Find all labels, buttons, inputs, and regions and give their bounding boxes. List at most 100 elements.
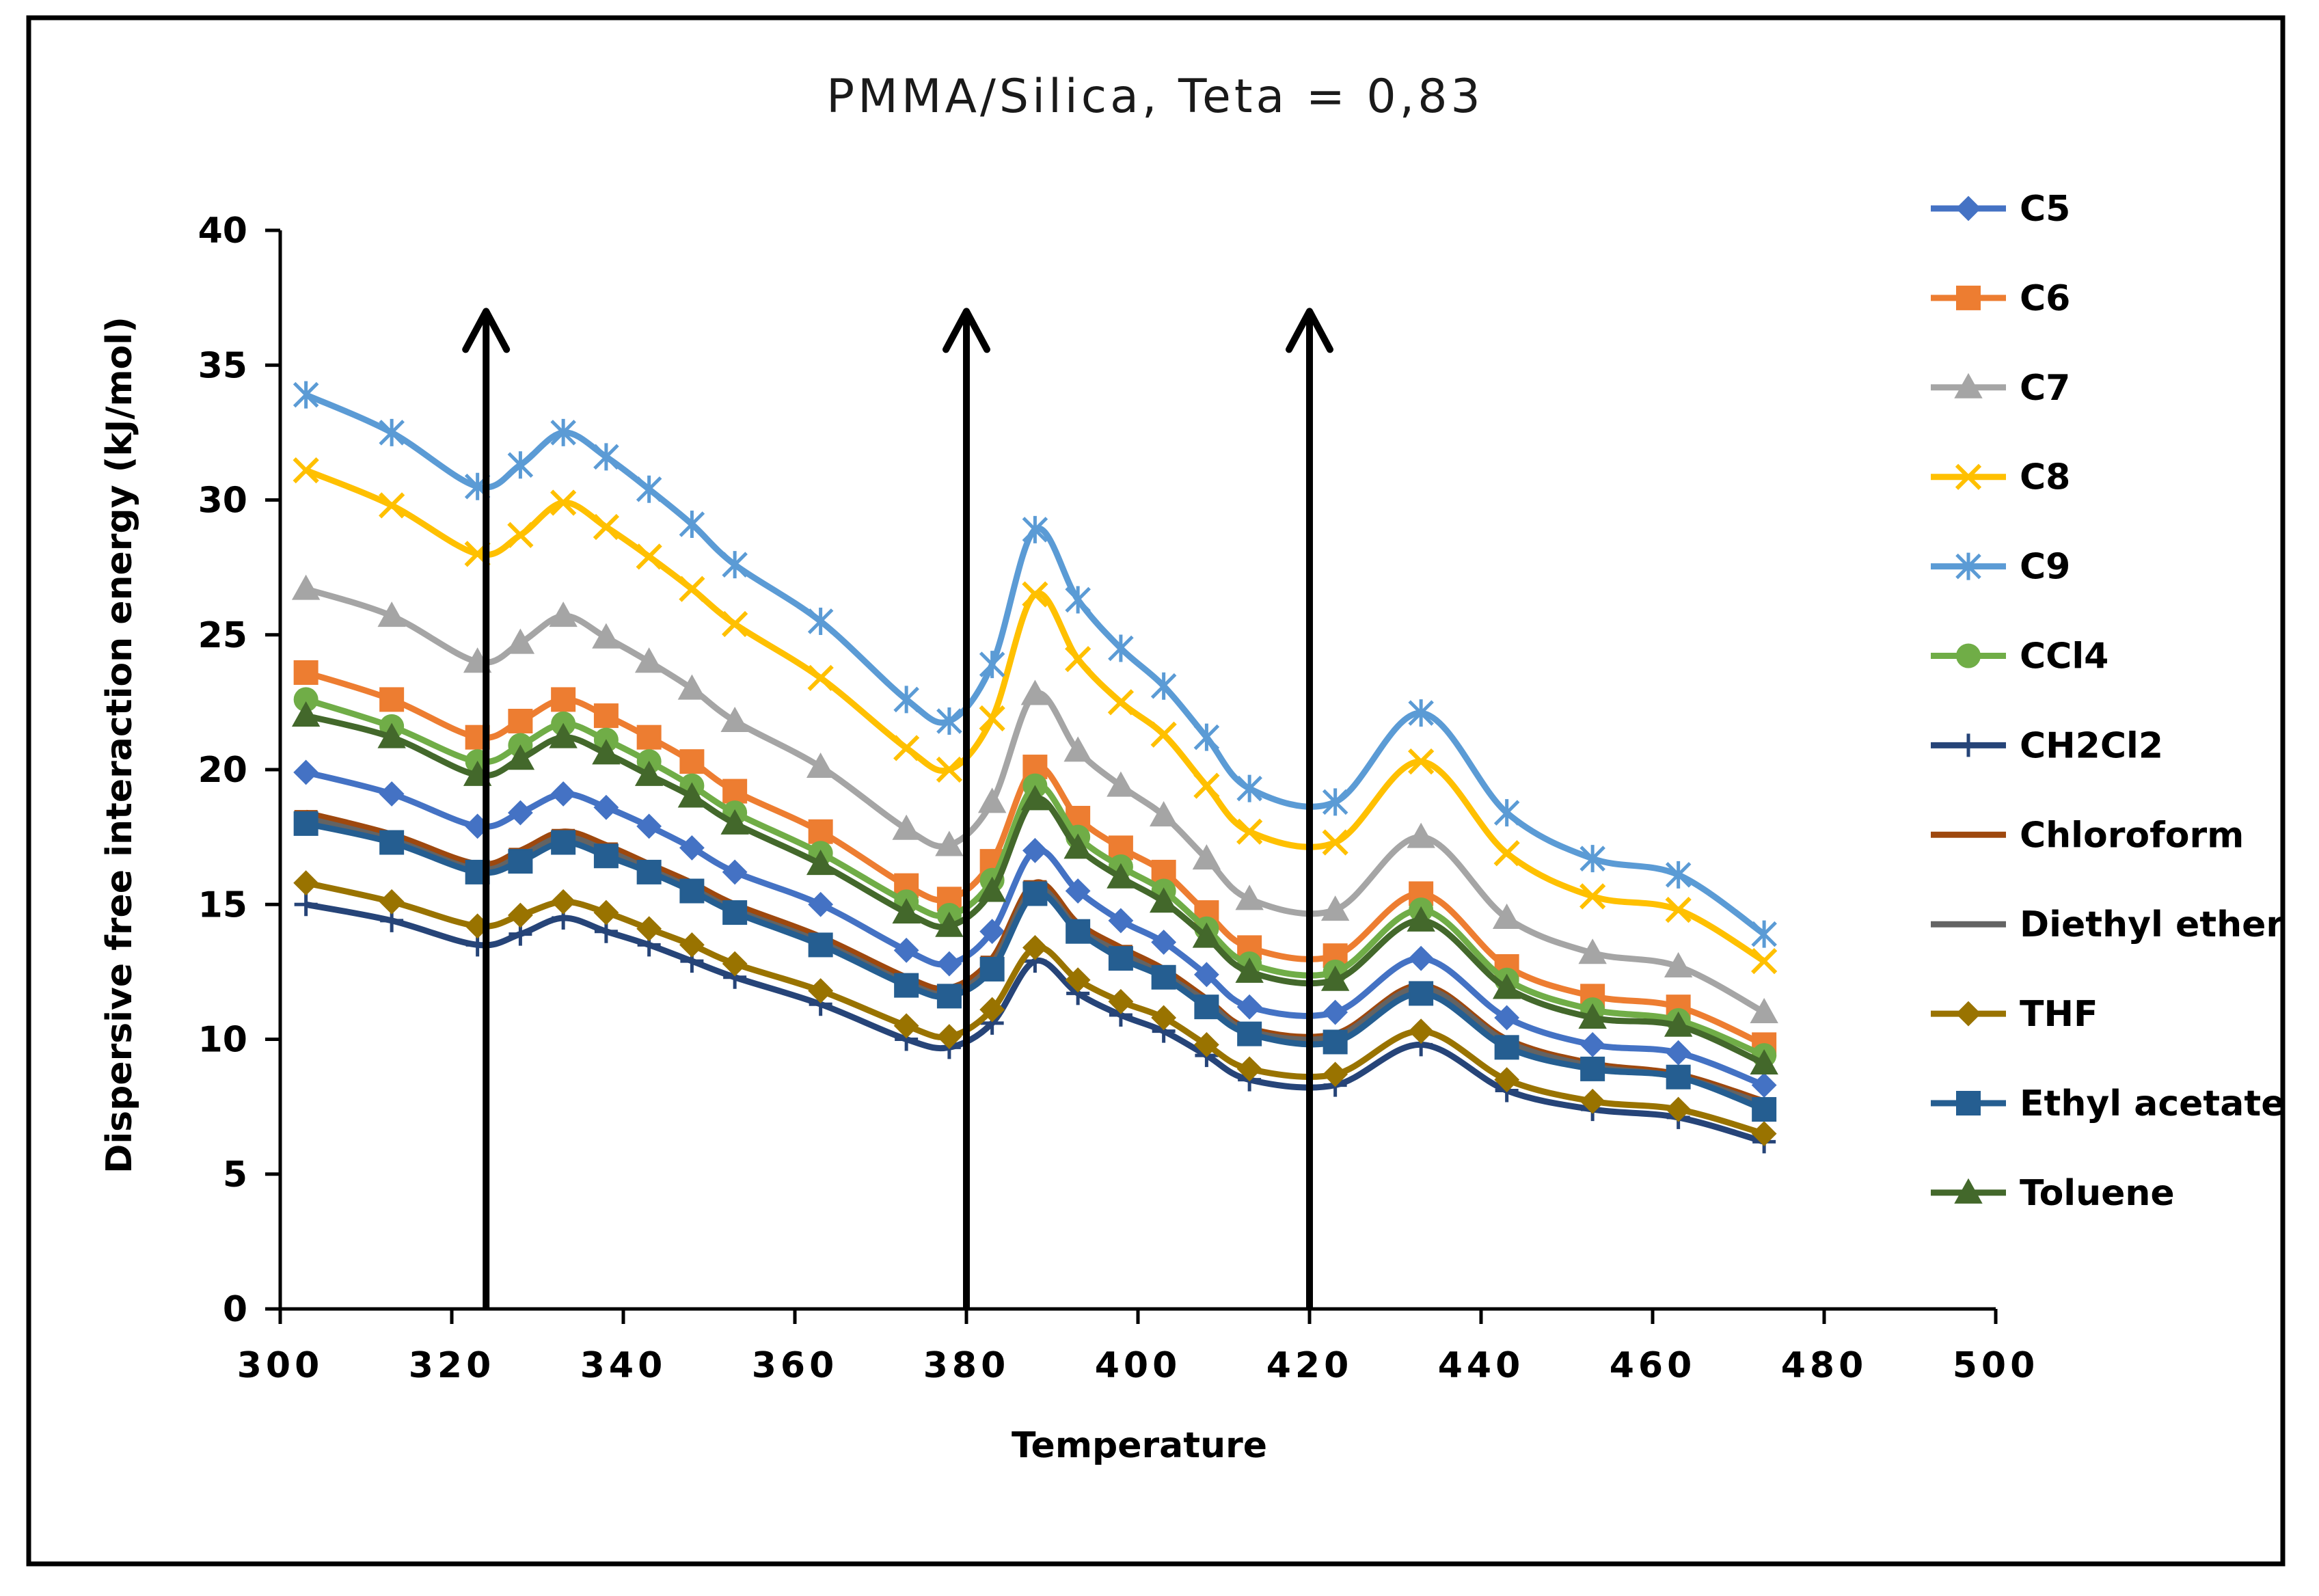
axes-layer	[265, 228, 1998, 1324]
data-point	[1065, 586, 1091, 614]
legend-label: Chloroform	[2020, 815, 2244, 856]
x-tick-label: 360	[752, 1345, 839, 1386]
data-point	[508, 849, 533, 874]
data-point	[893, 937, 919, 963]
legend-swatch-marker	[1954, 1178, 1983, 1204]
data-point	[291, 574, 321, 600]
data-point	[1022, 881, 1048, 906]
data-point	[893, 1013, 919, 1039]
data-point	[1578, 938, 1607, 964]
data-point	[636, 813, 662, 839]
data-point	[807, 664, 834, 691]
data-point	[679, 932, 705, 958]
data-point	[1408, 945, 1434, 971]
data-point	[936, 707, 962, 735]
x-tick-label: 340	[580, 1345, 667, 1386]
data-point	[1108, 946, 1133, 971]
data-point	[1235, 957, 1264, 983]
data-point	[936, 951, 962, 977]
legend-swatch-marker	[1957, 921, 1980, 928]
data-point	[808, 932, 833, 958]
y-tick-label: 15	[198, 884, 247, 925]
legend-item: Diethyl ether	[1931, 904, 2283, 945]
y-tick-label: 25	[198, 615, 247, 656]
data-point	[1752, 1097, 1777, 1122]
data-point	[634, 647, 664, 673]
legend-item: C6	[1931, 278, 2070, 319]
x-tick-label: 420	[1266, 1345, 1353, 1386]
chart-title: PMMA/Silica, Teta = 0,83	[826, 70, 1484, 124]
data-point	[1108, 634, 1134, 662]
data-point	[550, 781, 576, 807]
legend: C5 C6 C7 C8 C9 CCl4 CH2Cl2 Chloroform Diethyl et…	[1931, 189, 2285, 1214]
data-point	[1665, 897, 1692, 923]
legend-label: Ethyl acetate	[2020, 1083, 2285, 1124]
data-point	[1750, 998, 1778, 1024]
data-point	[720, 706, 749, 732]
data-point	[1579, 1088, 1605, 1114]
data-point	[1323, 1029, 1348, 1055]
data-point	[1320, 895, 1350, 921]
legend-swatch-marker	[1957, 733, 1980, 757]
data-point	[1022, 837, 1048, 863]
legend-item: Chloroform	[1931, 815, 2244, 856]
legend-swatch-marker	[1955, 463, 1982, 490]
data-point	[1151, 930, 1177, 955]
legend-item: C7	[1931, 368, 2070, 409]
data-point	[1322, 788, 1348, 816]
data-point	[1193, 723, 1220, 751]
data-point	[979, 997, 1005, 1023]
x-tick-label: 380	[923, 1345, 1010, 1386]
data-point	[506, 628, 535, 654]
legend-item: CCl4	[1931, 636, 2108, 677]
data-point	[1323, 999, 1348, 1025]
data-point	[1192, 922, 1221, 948]
y-tick-label: 20	[198, 750, 247, 791]
data-point	[936, 756, 963, 783]
data-point	[677, 674, 707, 700]
data-point	[550, 418, 576, 446]
legend-item: C8	[1931, 457, 2070, 498]
data-point	[1020, 679, 1050, 705]
legend-item: Toluene	[1931, 1173, 2175, 1214]
data-point	[636, 543, 662, 570]
data-point	[892, 814, 921, 840]
data-point	[1408, 1018, 1434, 1044]
legend-item: CH2Cl2	[1931, 725, 2163, 766]
data-point	[892, 898, 921, 924]
data-point	[679, 511, 705, 539]
data-point	[1578, 1003, 1607, 1029]
x-tick-label: 480	[1781, 1345, 1868, 1386]
legend-swatch-marker	[1956, 1091, 1981, 1115]
arrow-head	[1286, 308, 1333, 353]
data-point	[593, 443, 619, 471]
data-point	[935, 830, 964, 856]
annotation-arrow	[1286, 308, 1333, 1309]
data-point	[806, 850, 835, 876]
data-point	[1580, 1056, 1605, 1081]
x-axis-label: Temperature	[1012, 1425, 1267, 1466]
data-point	[1151, 1005, 1177, 1031]
data-point	[1193, 772, 1220, 799]
data-point	[506, 744, 535, 770]
series-layer	[291, 381, 1778, 1154]
data-point	[293, 870, 319, 896]
data-point	[379, 781, 405, 807]
annotation-arrow	[462, 308, 511, 1309]
data-point	[1107, 689, 1135, 716]
data-point	[636, 475, 662, 503]
data-point	[1666, 1040, 1692, 1066]
data-point	[379, 830, 405, 855]
data-point	[1194, 995, 1219, 1020]
data-point	[935, 911, 964, 937]
data-point	[1751, 1121, 1777, 1146]
data-point	[1320, 965, 1350, 991]
data-point	[1494, 1067, 1520, 1093]
data-point	[1193, 962, 1219, 988]
data-point	[722, 951, 748, 977]
data-point	[1022, 934, 1048, 960]
y-tick-label: 0	[223, 1289, 247, 1330]
data-point	[1022, 515, 1048, 543]
data-point	[1066, 919, 1091, 944]
data-point	[679, 576, 705, 602]
